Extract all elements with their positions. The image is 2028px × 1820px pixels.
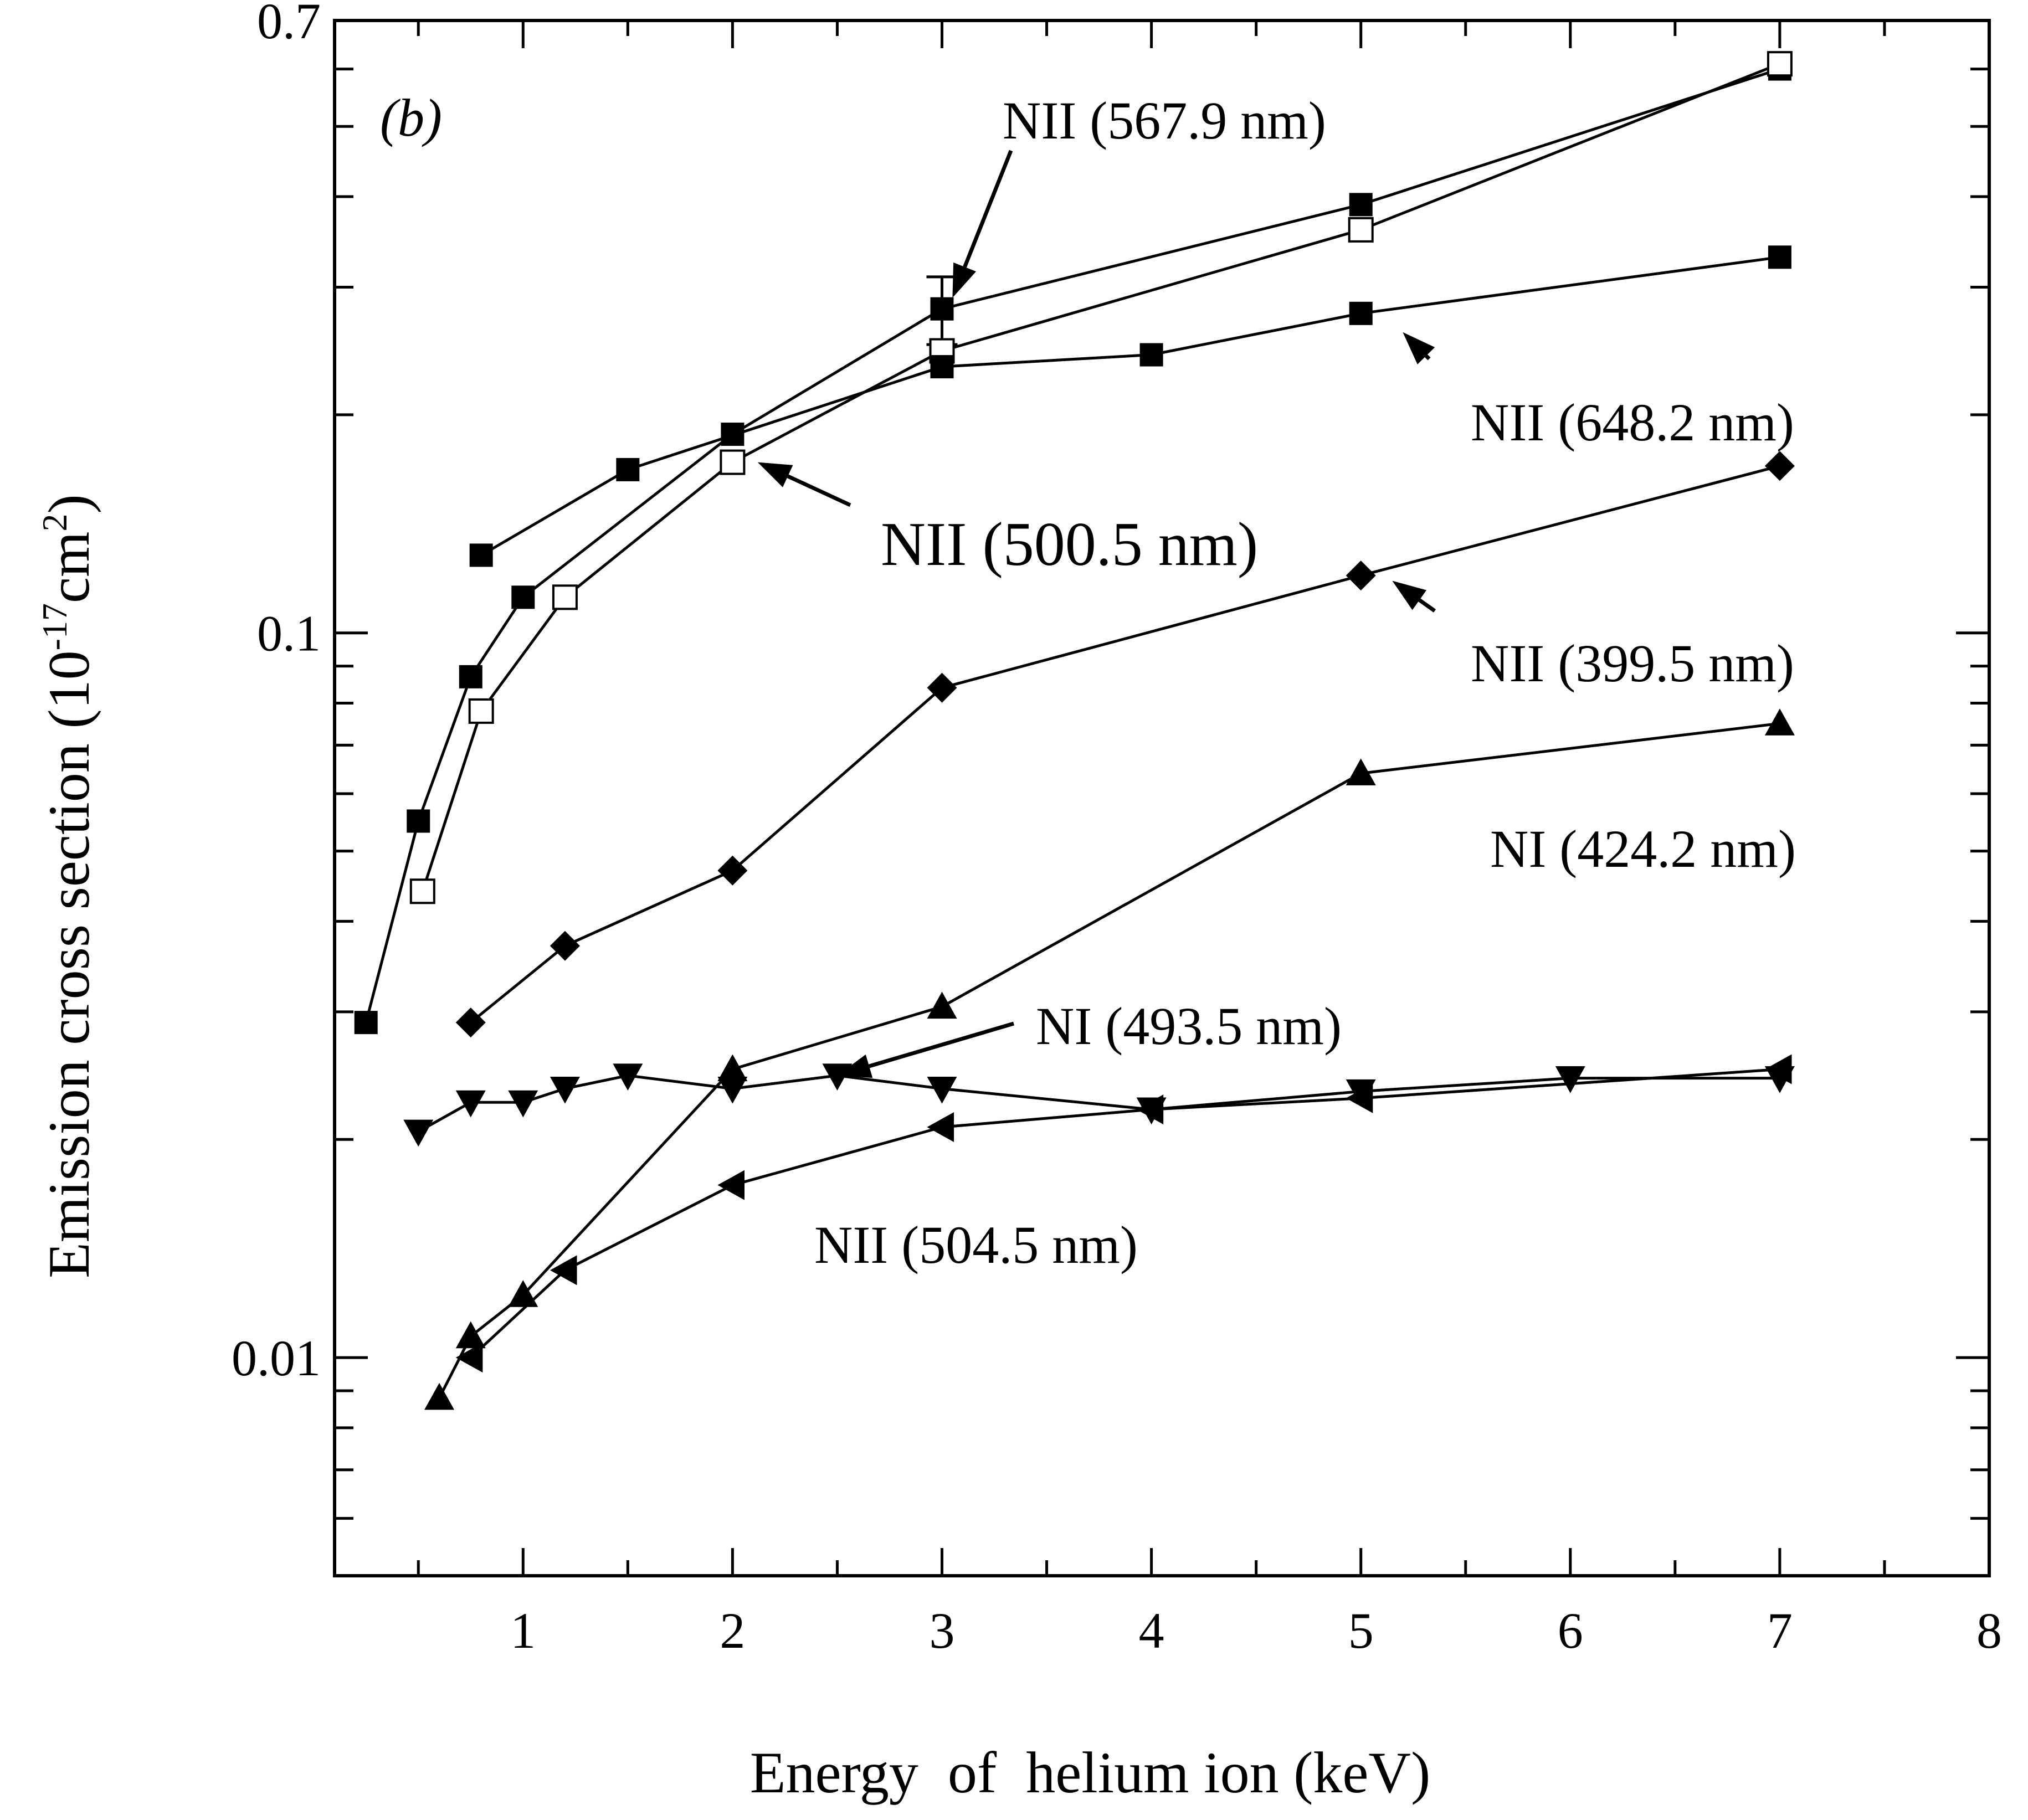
data-point-triangle-left-filled [927, 1112, 954, 1142]
annotation-arrow [963, 150, 1013, 268]
axis-ticks: 1 2 3 4 5 6 7 8 0.01 0.1 0.7 [232, 0, 2002, 1659]
series-line-3 [470, 464, 1780, 1024]
data-point-square-filled [354, 1011, 378, 1035]
series-annotation-label: NI (424.2 nm) [1490, 819, 1796, 878]
data-point-triangle-down-filled [927, 1077, 957, 1104]
data-point-triangle-down-filled [613, 1063, 643, 1091]
annotation-arrowhead [1392, 580, 1427, 610]
data-point-square-open [409, 878, 435, 904]
annotation-arrow [1425, 354, 1431, 361]
data-point-triangle-down-filled [1555, 1066, 1585, 1093]
data-markers [354, 51, 1795, 1410]
data-point-square-filled [930, 297, 954, 321]
data-point-triangle-up-filled [1764, 708, 1795, 736]
data-point-diamond-filled [1764, 451, 1795, 481]
data-point-square-filled [511, 585, 535, 609]
x-tick-label: 7 [1767, 1602, 1793, 1659]
data-point-square-filled [1349, 193, 1373, 217]
data-point-triangle-up-filled [508, 1280, 538, 1307]
plot-frame [333, 19, 1991, 1577]
series-line-5 [417, 1074, 1780, 1133]
data-point-triangle-left-filled [717, 1170, 745, 1200]
y-tick-label: 0.01 [232, 1330, 321, 1386]
x-tick-label: 6 [1558, 1602, 1583, 1659]
data-point-triangle-down-filled [717, 1077, 748, 1104]
data-point-triangle-up-filled [717, 1054, 748, 1082]
data-point-triangle-left-filled [455, 1343, 483, 1373]
annotation-arrowhead [757, 462, 793, 487]
data-point-triangle-up-filled [1346, 758, 1376, 785]
data-point-square-open [1348, 217, 1374, 243]
data-point-square-filled [930, 355, 954, 379]
data-point-diamond-filled [1346, 561, 1376, 591]
data-point-square-open [1767, 51, 1793, 77]
data-point-square-filled [459, 665, 482, 688]
data-point-triangle-left-filled [1136, 1094, 1164, 1125]
annotations: NII (567.9 nm) NII (648.2 nm) NII (500.5 n… [757, 91, 1796, 1274]
series-annotation-label: NII (500.5 nm) [881, 510, 1258, 579]
series-annotation-label: NII (648.2 nm) [1471, 393, 1794, 452]
series-line-6 [470, 1068, 1780, 1359]
data-point-square-open [468, 698, 494, 724]
annotation-arrow [787, 474, 851, 507]
series-line-0 [364, 68, 1780, 1023]
x-tick-label: 3 [929, 1602, 954, 1659]
data-point-diamond-filled [550, 930, 580, 961]
data-point-square-open [720, 449, 746, 475]
x-tick-label: 2 [720, 1602, 745, 1659]
data-point-square-filled [1349, 301, 1373, 325]
data-point-square-filled [407, 809, 430, 833]
series-annotation-label: NII (567.9 nm) [1003, 91, 1326, 150]
data-point-triangle-up-filled [927, 991, 957, 1019]
annotation-arrowhead [837, 1054, 873, 1078]
x-tick-label: 1 [510, 1602, 536, 1659]
data-point-diamond-filled [455, 1007, 486, 1038]
y-axis-title: Emission cross section (10-17cm2) [35, 494, 101, 1278]
x-tick-label: 8 [1976, 1602, 2002, 1659]
data-point-triangle-down-filled [455, 1090, 486, 1118]
data-point-triangle-up-filled [455, 1321, 486, 1349]
data-point-triangle-left-filled [1764, 1054, 1792, 1084]
annotation-arrow [1418, 598, 1436, 613]
data-point-square-filled [1139, 343, 1163, 367]
annotation-arrow [869, 1021, 1014, 1068]
data-point-square-filled [721, 423, 745, 446]
series-annotation-label: NII (504.5 nm) [814, 1215, 1138, 1274]
annotation-arrowhead [1403, 332, 1435, 364]
data-point-square-filled [469, 543, 493, 567]
plot-border [333, 19, 1991, 1577]
series-line-2 [480, 255, 1780, 557]
data-point-triangle-down-filled [508, 1090, 538, 1118]
x-tick-label: 4 [1139, 1602, 1164, 1659]
x-tick-label: 5 [1348, 1602, 1374, 1659]
data-point-triangle-left-filled [550, 1255, 577, 1286]
data-point-triangle-down-filled [403, 1119, 434, 1147]
series-annotation-label: NII (399.5 nm) [1471, 634, 1794, 693]
data-point-square-filled [1768, 245, 1791, 269]
y-tick-label: 0.7 [257, 0, 321, 49]
data-point-diamond-filled [717, 855, 748, 886]
data-point-square-open [552, 584, 578, 610]
y-tick-label: 0.1 [257, 605, 321, 662]
panel-label: (b) [380, 88, 442, 147]
data-point-triangle-up-filled [424, 1382, 455, 1410]
x-axis-title: Energy of helium ion (keV) [750, 1740, 1431, 1805]
series-annotation-label: NI (493.5 nm) [1036, 996, 1342, 1056]
data-point-diamond-filled [927, 672, 957, 703]
data-point-triangle-left-filled [1346, 1083, 1373, 1113]
data-point-square-filled [616, 457, 640, 481]
series-lines [364, 62, 1780, 1399]
data-point-triangle-down-filled [550, 1077, 580, 1104]
annotation-arrowhead [952, 262, 977, 298]
